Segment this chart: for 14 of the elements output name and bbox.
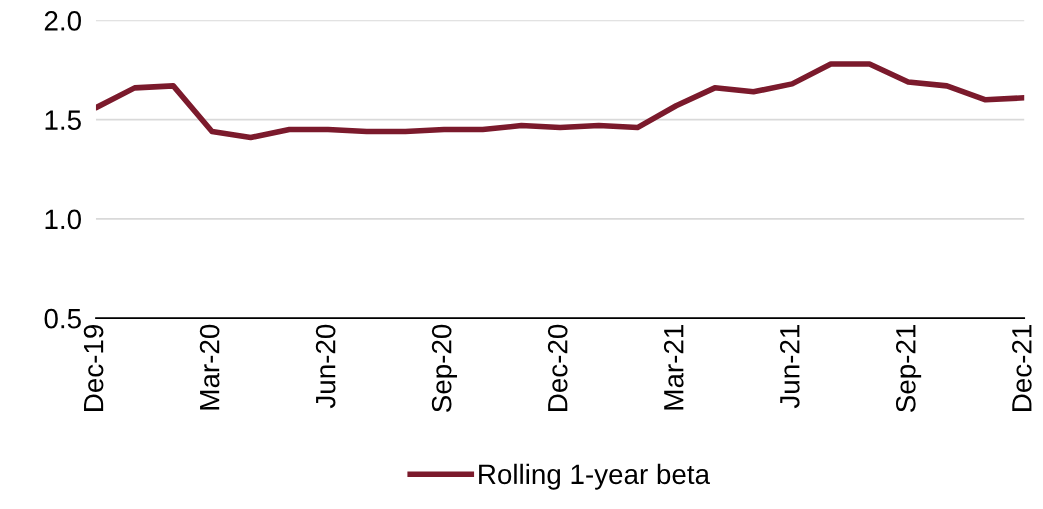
- x-tick-label: Dec-21: [1012, 325, 1032, 411]
- x-tick-label: Dec-20: [547, 324, 568, 411]
- x-tick-label: Sep-21: [895, 325, 922, 412]
- y-tick-label: 0.5: [44, 308, 81, 329]
- x-tick-label: Jun-21: [779, 325, 800, 409]
- y-tick-label: 1.0: [45, 209, 81, 230]
- x-tick-label: Sep-20: [431, 324, 457, 412]
- x-tick-label: Mar-21: [663, 325, 684, 410]
- x-tick-label: Jun-20: [315, 324, 336, 409]
- y-tick-label: 2.0: [44, 11, 81, 31]
- y-tick-label: 1.5: [45, 110, 81, 130]
- legend-label: Rolling 1-year beta: [479, 463, 711, 490]
- x-tick-label: Mar-20: [199, 324, 220, 410]
- x-tick-label: Dec-19: [83, 324, 104, 411]
